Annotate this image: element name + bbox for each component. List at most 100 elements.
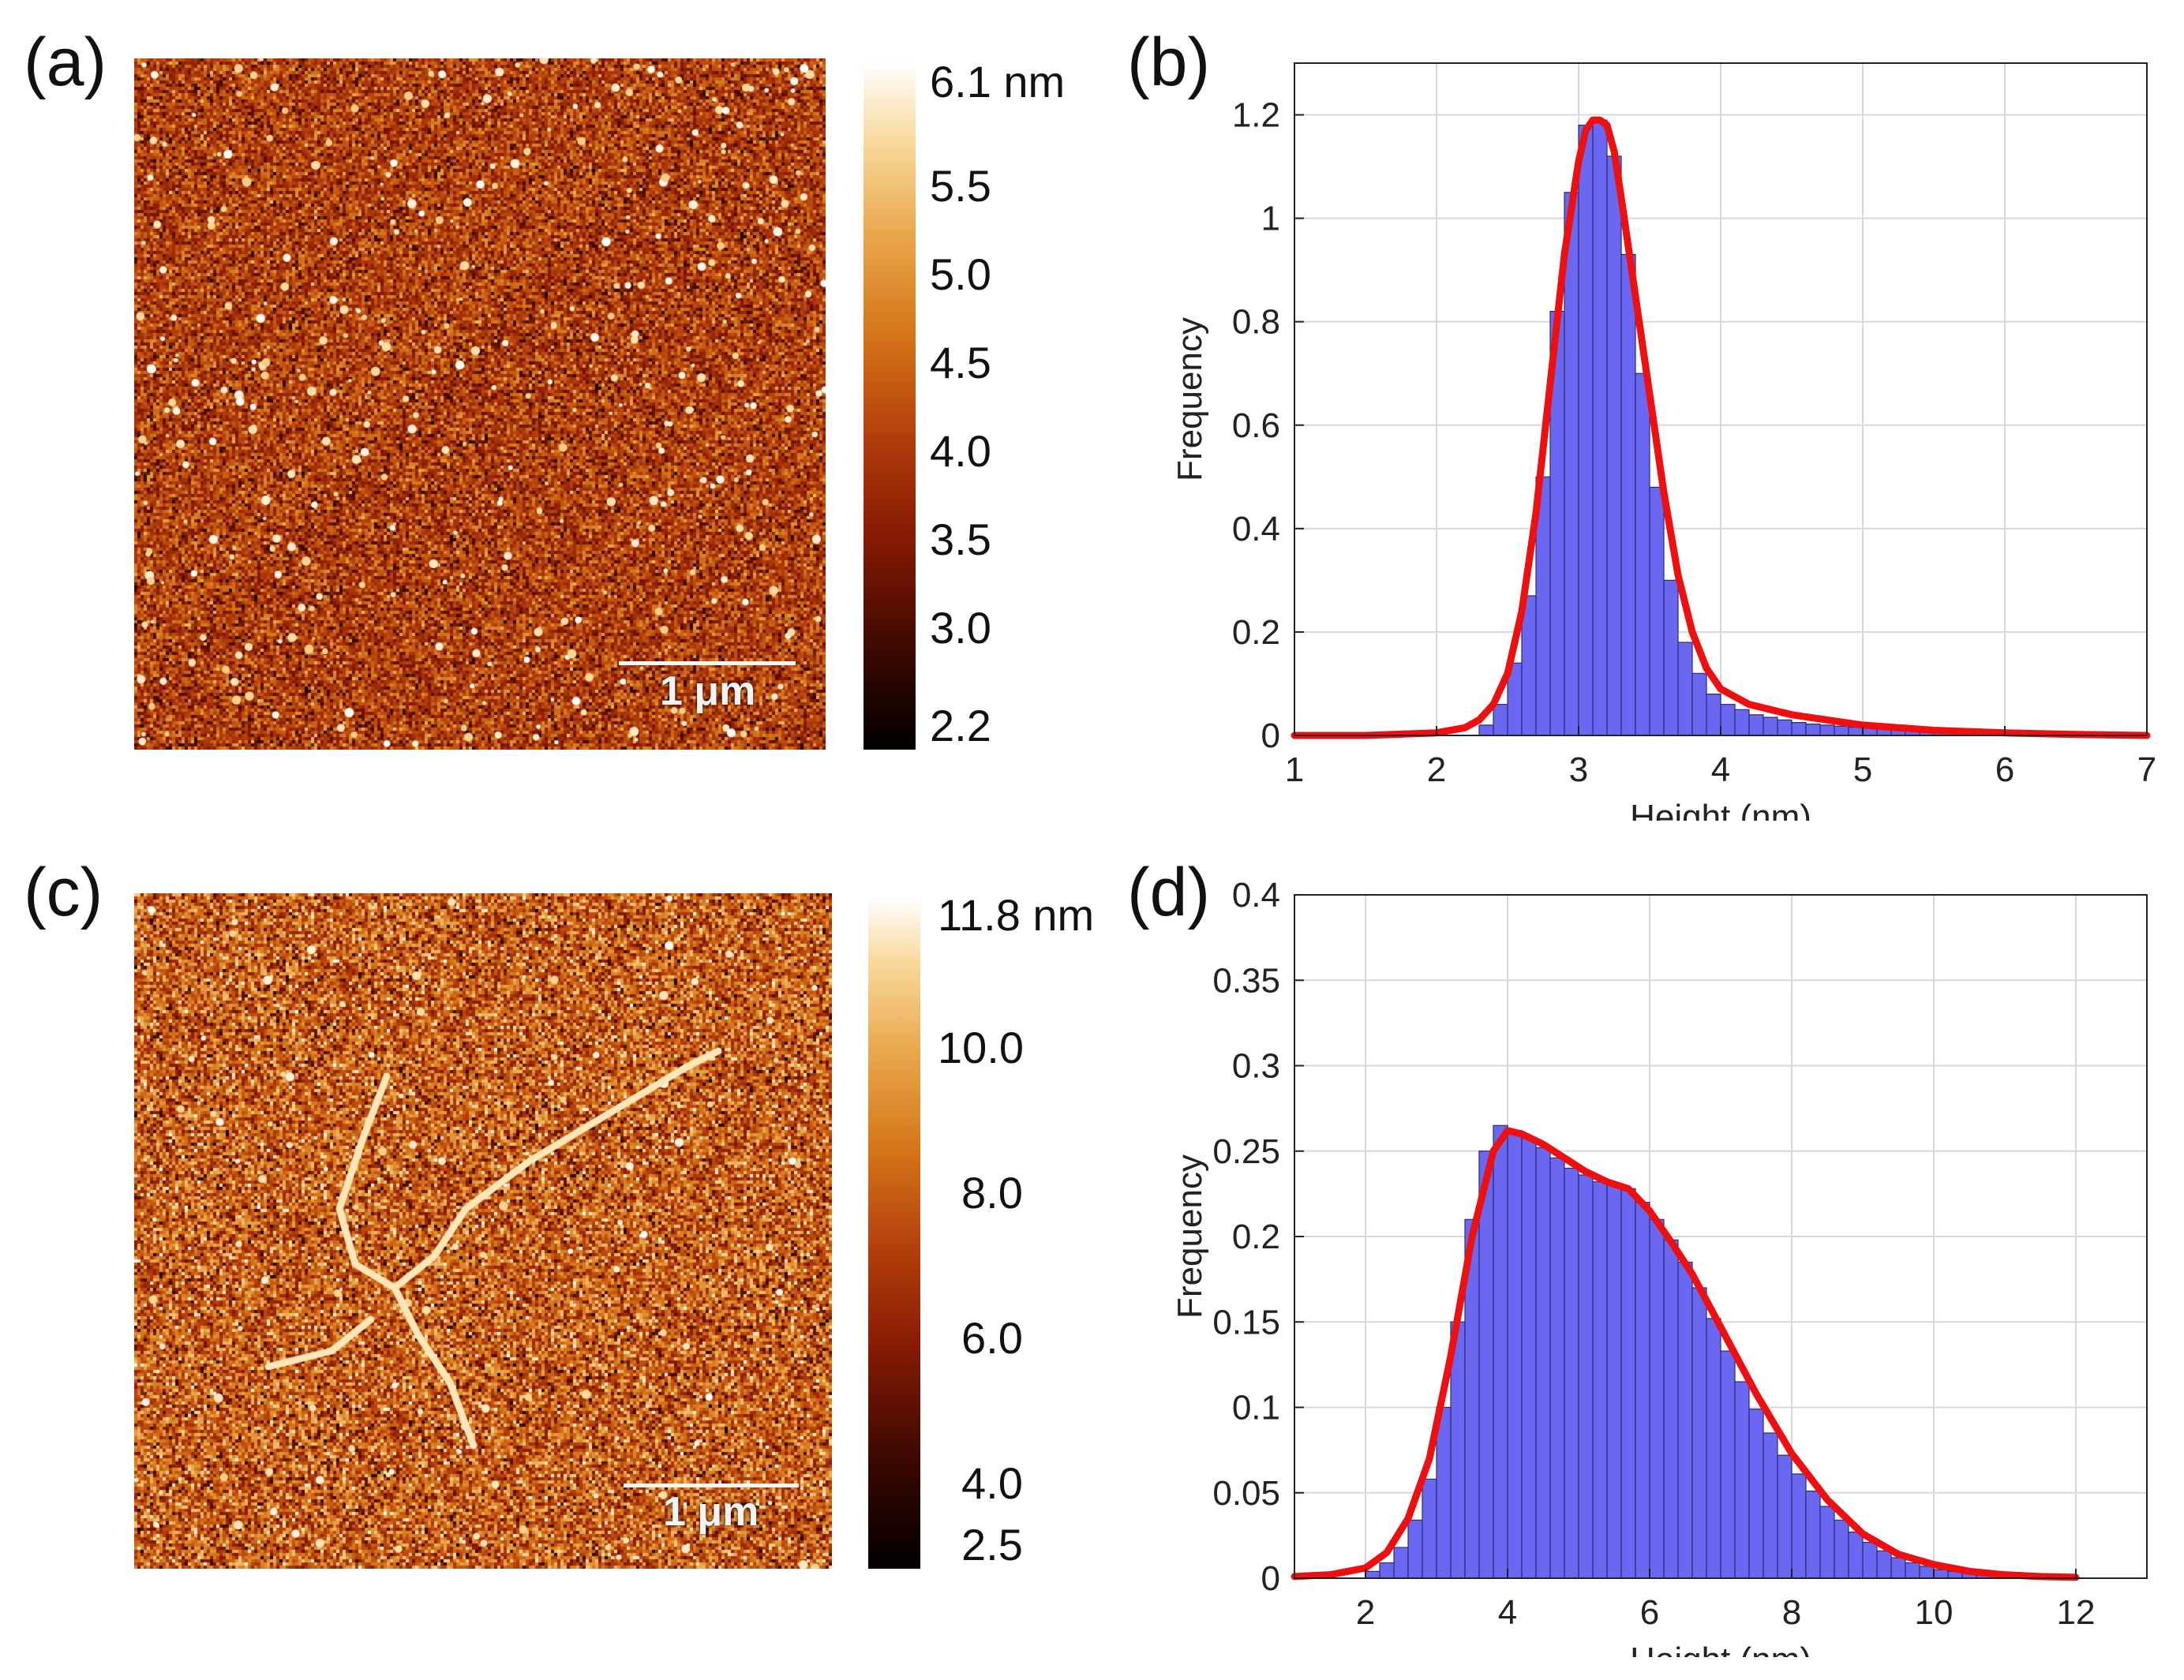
bars-d [1365,1124,2077,1579]
histogram-bar [1805,1490,1821,1579]
scalebar-label-a: 1 μm [660,668,756,714]
histogram-bar [1379,1562,1395,1579]
histogram-bar [1549,1157,1565,1579]
y-tick-label: 0.35 [1212,961,1280,1000]
y-tick-label: 0.05 [1212,1474,1280,1513]
colorbar-a-tick: 5.0 [930,249,991,299]
histogram-bar [1677,642,1693,736]
histogram-bar [1748,714,1764,736]
colorbar-c [868,896,920,1569]
y-tick-labels-b: 0 0.2 0.4 0.6 0.8 1 1.2 [1232,96,1304,755]
histogram-bar [1407,1519,1423,1579]
histogram-bar [1777,719,1793,736]
colorbar-c-tick: 4.0 [961,1458,1023,1508]
histogram-bar [1606,155,1622,736]
colorbar-a-tick: 3.5 [930,514,991,564]
histogram-bar [1521,1136,1537,1579]
fit-curve-d [1291,1127,2080,1581]
histogram-bar [1663,579,1679,736]
y-tick-label: 0.15 [1212,1303,1280,1341]
histogram-bar [1635,1202,1650,1579]
x-tick-label: 6 [1640,1593,1659,1632]
x-tick-label: 5 [1853,750,1872,789]
y-tick-label: 0.2 [1232,1218,1280,1256]
y-axis-label-b: Frequency [1171,317,1209,481]
histogram-bar [1763,717,1778,736]
histogram-bar [1890,1557,1906,1579]
colorbar-a-tick: 5.5 [930,161,991,211]
histogram-bar [1578,1174,1594,1579]
histogram-bar [1691,672,1707,736]
histogram-bar [1564,1167,1579,1579]
histogram-bar [1720,1350,1736,1579]
histogram-bar [1592,1181,1608,1579]
x-tick-label: 4 [1711,750,1730,789]
colorbar-a-tick-min: 2.2 [930,701,991,750]
histogram-bar [1876,1550,1892,1579]
histogram-bar [1862,1541,1878,1579]
histogram-bar [1706,693,1721,736]
y-tick-label: 0.25 [1212,1132,1280,1171]
histogram-chart-d: 2 4 6 8 10 12 0 0.05 0.1 0.15 0.2 0.25 0.3 0.35 0.4 H… [1171,876,2148,1657]
histogram-bar [1791,1473,1807,1579]
x-tick-label: 10 [1915,1593,1954,1632]
fit-curve-b [1291,116,2151,739]
x-tick-label: 2 [1356,1593,1375,1632]
histogram-bar [1905,1562,1920,1579]
histogram-bar [1620,253,1636,736]
colorbar-a-tick: 4.5 [930,338,991,387]
y-tick-label: 1.2 [1232,96,1280,135]
colorbar-a-tick: 3.0 [930,603,991,653]
histogram-bar [1720,704,1736,736]
histogram-bar [1606,1184,1622,1579]
y-tick-label: 0 [1261,717,1280,755]
histogram-bar [1620,1188,1636,1579]
histogram-bar [1919,1566,1935,1579]
x-tick-label: 7 [2137,750,2156,789]
scalebar-label-c: 1 μm [663,1489,759,1535]
histogram-bar [1791,722,1807,736]
bars-b [1478,119,2006,736]
histogram-bar [1564,192,1579,736]
y-tick-labels-d: 0 0.05 0.1 0.15 0.2 0.25 0.3 0.35 0.4 [1212,876,1304,1598]
y-tick-label: 0.2 [1232,613,1280,652]
histogram-bar [1805,723,1821,736]
colorbar-c-tick-min: 2.5 [961,1520,1023,1570]
histogram-bar [1848,726,1864,736]
y-tick-label: 1 [1261,200,1280,238]
panel-label-b: (b) [1127,24,1211,100]
y-tick-label: 0.1 [1232,1389,1280,1427]
x-axis-label-b: Height (nm) [1630,798,1811,821]
histogram-bar [1535,1147,1551,1579]
x-tick-label: 4 [1498,1593,1517,1632]
y-axis-label-d: Frequency [1171,1154,1209,1319]
colorbar-a [863,62,916,750]
y-tick-label: 0 [1261,1559,1280,1598]
scalebar-line-c [624,1484,799,1487]
x-tick-label: 3 [1569,750,1588,789]
histogram-bar [1493,1124,1508,1579]
colorbar-c-tick: 8.0 [961,1168,1023,1218]
histogram-bar [1478,1151,1494,1579]
panel-label-a: (a) [24,24,107,100]
colorbar-c-tick: 10.0 [938,1023,1024,1072]
histogram-bar [1663,1239,1679,1579]
histogram-bar [1734,1381,1750,1579]
histogram-bar [1706,1318,1721,1579]
histogram-bar [1422,1478,1437,1579]
histogram-bar [1649,486,1665,736]
histogram-bar [1592,119,1608,736]
histogram-bar [1834,725,1849,736]
histogram-bar [1578,125,1594,736]
afm-image-a [134,58,826,750]
histogram-bar [1848,1531,1864,1579]
x-tick-label: 2 [1427,750,1446,789]
histogram-bar [1691,1287,1707,1579]
colorbar-a-tick-max: 6.1 nm [930,57,1066,107]
colorbar-c-tick-max: 11.8 nm [938,890,1095,940]
histogram-bar [1635,372,1650,736]
histogram-bar [1478,724,1494,736]
histogram-bar [1734,709,1750,736]
histogram-bar [1819,724,1835,736]
x-axis-label-d: Height (nm) [1630,1641,1811,1657]
